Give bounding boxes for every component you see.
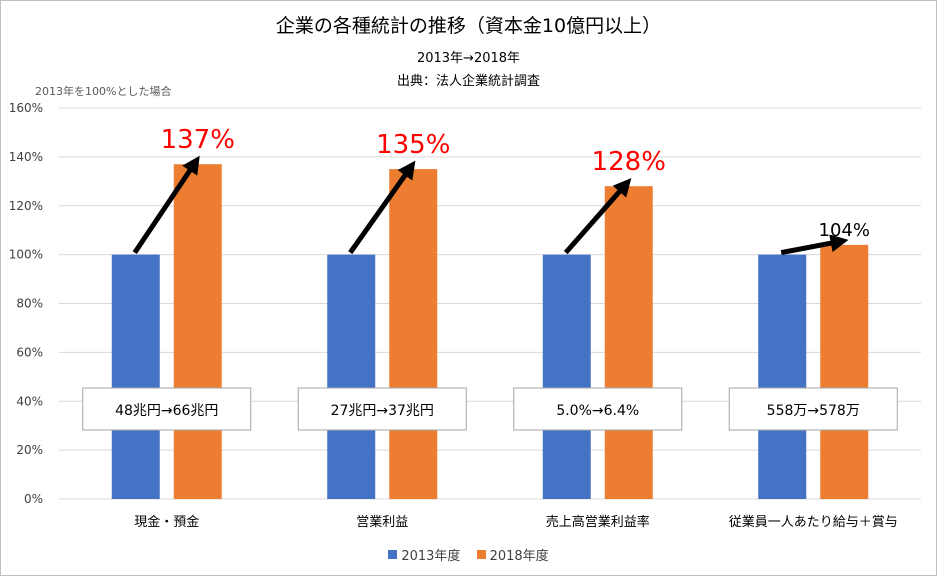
category-label: 従業員一人あたり給与＋賞与 xyxy=(729,514,898,530)
growth-arrow xyxy=(780,234,849,256)
y-tick-label: 160% xyxy=(9,101,43,115)
bar-2018 xyxy=(604,186,653,499)
bar-2018 xyxy=(173,164,222,500)
percent-annotation: 104% xyxy=(819,220,870,241)
chart-subtitle: 2013年→2018年 xyxy=(416,51,521,66)
legend-label-2018: 2018年度 xyxy=(489,549,549,564)
legend-item-2013: 2013年度 xyxy=(388,545,460,564)
value-box-label: 5.0%→6.4% xyxy=(556,403,639,419)
y-tick-label: 100% xyxy=(9,248,43,262)
y-tick-label: 40% xyxy=(16,394,43,408)
category-label: 売上高営業利益率 xyxy=(546,514,650,530)
y-tick-label: 140% xyxy=(9,150,43,164)
chart-note: 2013年を100%とした場合 xyxy=(35,85,172,98)
y-tick-label: 80% xyxy=(16,297,43,311)
value-box xyxy=(728,387,898,431)
chart-legend: 2013年度 2018年度 xyxy=(1,545,936,564)
bar-2013 xyxy=(542,254,591,499)
bar-2013 xyxy=(758,254,807,499)
chart-source: 出典：法人企業統計調査 xyxy=(396,74,540,89)
bar-2018 xyxy=(820,244,869,499)
legend-swatch-2018 xyxy=(476,550,486,559)
value-box xyxy=(513,387,683,431)
y-tick-label: 0% xyxy=(24,492,43,506)
bar-2013 xyxy=(111,254,160,499)
percent-annotation: 128% xyxy=(592,147,666,177)
legend-swatch-2013 xyxy=(388,550,398,559)
percent-annotation: 135% xyxy=(376,130,450,160)
bar-2018 xyxy=(389,169,438,499)
chart-title: 企業の各種統計の推移（資本金10億円以上） xyxy=(275,15,662,37)
y-tick-label: 20% xyxy=(16,443,43,457)
y-tick-label: 60% xyxy=(16,345,43,359)
growth-arrow xyxy=(348,160,416,255)
category-label: 営業利益 xyxy=(356,514,408,530)
legend-label-2013: 2013年度 xyxy=(401,549,461,564)
category-label: 現金・預金 xyxy=(134,514,199,530)
percent-annotation: 137% xyxy=(161,125,235,155)
growth-arrow xyxy=(132,155,200,255)
bar-2013 xyxy=(327,254,376,499)
value-box-label: 558万→578万 xyxy=(767,403,860,419)
y-tick-label: 120% xyxy=(9,199,43,213)
value-box xyxy=(82,387,252,431)
value-box-label: 27兆円→37兆円 xyxy=(331,403,434,419)
value-box xyxy=(297,387,467,431)
growth-arrow xyxy=(563,178,632,255)
legend-item-2018: 2018年度 xyxy=(476,545,549,564)
value-box-label: 48兆円→66兆円 xyxy=(115,403,218,419)
